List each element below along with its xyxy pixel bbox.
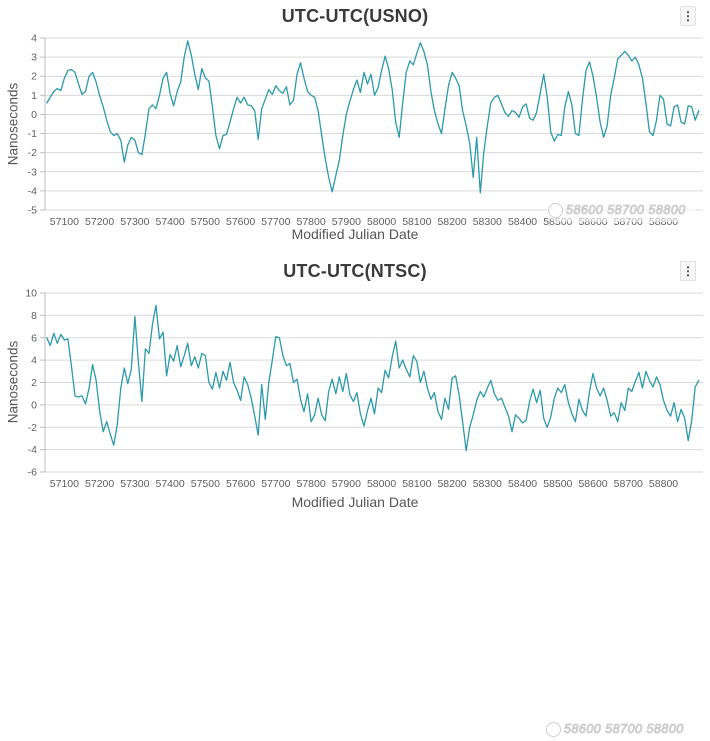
svg-text:57400: 57400: [156, 478, 185, 490]
x-axis-title: Modified Julian Date: [291, 494, 419, 510]
svg-text:58600: 58600: [578, 478, 607, 490]
svg-text:58500: 58500: [543, 478, 572, 490]
svg-text:4: 4: [31, 33, 37, 45]
chart-title-ntsc: UTC-UTC(NTSC): [283, 261, 427, 281]
chart-title-usno: UTC-UTC(USNO): [281, 6, 429, 26]
svg-text:57900: 57900: [332, 216, 361, 228]
svg-text:58400: 58400: [508, 478, 537, 490]
svg-text:-6: -6: [28, 467, 37, 479]
svg-text:-4: -4: [28, 444, 37, 456]
svg-text:58100: 58100: [402, 478, 431, 490]
watermark-overlay: 58600 58700 58800: [544, 717, 694, 741]
svg-text:57600: 57600: [226, 478, 255, 490]
watermark-emblem-icon: [546, 721, 561, 737]
svg-text:58000: 58000: [367, 216, 396, 228]
ntsc-plot-area[interactable]: 10 8 6 4 2 0 -2 -4 -6 57100 57200 57300 57400 57500 57…: [0, 285, 710, 494]
chart-menu-button[interactable]: ⋮: [680, 6, 696, 26]
svg-text:58200: 58200: [437, 478, 466, 490]
x-axis-title: Modified Julian Date: [291, 226, 419, 242]
svg-text:58000: 58000: [367, 478, 396, 490]
svg-text:2: 2: [31, 71, 37, 83]
svg-text:-3: -3: [28, 166, 37, 178]
watermark-text: 58600 58700 58800: [564, 722, 684, 737]
svg-text:-5: -5: [28, 205, 37, 217]
svg-text:10: 10: [25, 288, 37, 300]
svg-text:58300: 58300: [473, 478, 502, 490]
svg-text:57500: 57500: [191, 216, 220, 228]
svg-text:-4: -4: [28, 185, 37, 197]
svg-text:57100: 57100: [50, 216, 79, 228]
svg-text:57300: 57300: [120, 478, 149, 490]
svg-text:57200: 57200: [85, 216, 114, 228]
svg-text:8: 8: [31, 310, 37, 322]
svg-text:0: 0: [31, 109, 37, 121]
svg-text:57500: 57500: [191, 478, 220, 490]
svg-text:58800: 58800: [649, 478, 678, 490]
svg-text:57600: 57600: [226, 216, 255, 228]
svg-text:57700: 57700: [261, 216, 290, 228]
svg-text:58200: 58200: [437, 216, 466, 228]
svg-text:-1: -1: [28, 128, 37, 140]
svg-text:58700: 58700: [614, 478, 643, 490]
svg-text:57400: 57400: [156, 216, 185, 228]
chart-utc-ntsc: UTC-UTC(NTSC) ⋮ Nanoseconds 10 8 6 4 2 0 -2 -4-…: [0, 255, 710, 741]
svg-text:6: 6: [31, 332, 37, 344]
svg-text:57800: 57800: [296, 216, 325, 228]
svg-text:57700: 57700: [261, 478, 290, 490]
kebab-menu-icon: ⋮: [682, 9, 694, 23]
svg-text:57100: 57100: [50, 478, 79, 490]
svg-text:3: 3: [31, 52, 37, 64]
svg-text:2: 2: [31, 377, 37, 389]
svg-text:57800: 57800: [296, 478, 325, 490]
svg-text:0: 0: [31, 399, 37, 411]
svg-text:1: 1: [31, 90, 37, 102]
chart-menu-button[interactable]: ⋮: [680, 261, 696, 281]
usno-plot-area[interactable]: 4 3 2 1 0 -1 -2 -3 -4 -5 57100 57200 57300 57400 57500…: [0, 30, 710, 232]
svg-text:4: 4: [31, 355, 37, 367]
svg-text:58100: 58100: [402, 216, 431, 228]
svg-text:58300: 58300: [473, 216, 502, 228]
svg-text:57300: 57300: [120, 216, 149, 228]
svg-text:57900: 57900: [332, 478, 361, 490]
svg-text:58400: 58400: [508, 216, 537, 228]
svg-text:-2: -2: [28, 147, 37, 159]
svg-text:57200: 57200: [85, 478, 114, 490]
svg-text:-2: -2: [28, 422, 37, 434]
chart-utc-usno: UTC-UTC(USNO) ⋮ Nanoseconds 4 3 2 1 0 -1 -2 -3-…: [0, 0, 710, 250]
kebab-menu-icon: ⋮: [682, 264, 694, 278]
